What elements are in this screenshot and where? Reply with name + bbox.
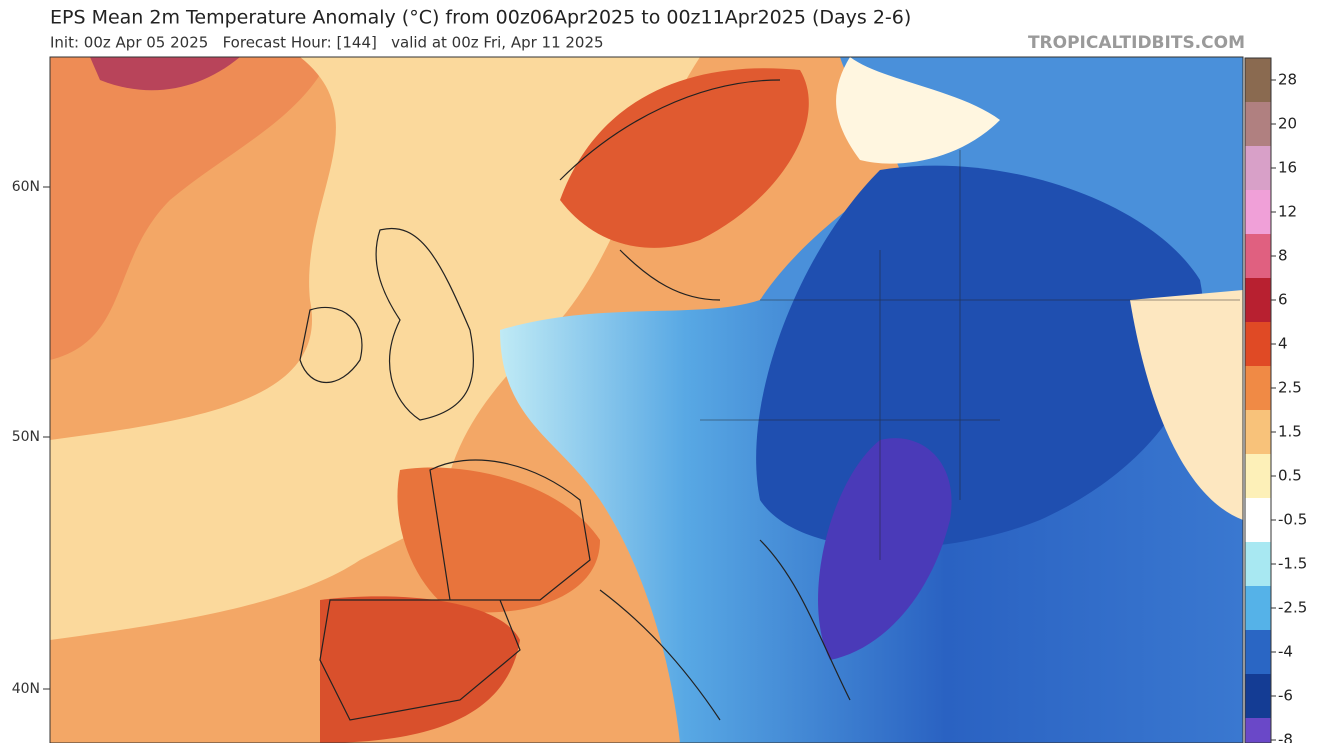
colorbar-band	[1245, 498, 1271, 542]
colorbar-band	[1245, 674, 1271, 718]
latitude-axis: 60N 50N 40N	[12, 179, 50, 697]
lat-label: 50N	[12, 429, 40, 445]
colorbar-label: -4	[1278, 643, 1293, 661]
colorbar-label: 4	[1278, 335, 1288, 353]
colorbar-label: 1.5	[1278, 423, 1302, 441]
colorbar-label: 6	[1278, 291, 1288, 309]
colorbar-band	[1245, 630, 1271, 674]
warm-iberia	[320, 596, 520, 743]
colorbar-band	[1245, 146, 1271, 190]
coldest-core	[818, 438, 952, 660]
colorbar-label: 0.5	[1278, 467, 1302, 485]
colorbar-label: -8	[1278, 731, 1293, 744]
colorbar-band	[1245, 718, 1271, 747]
warm-atlantic	[50, 57, 330, 360]
title: EPS Mean 2m Temperature Anomaly (°C) fro…	[50, 7, 911, 29]
mild-band	[50, 57, 700, 640]
colorbar-band	[1245, 190, 1271, 234]
warm-scandinavia	[560, 68, 809, 248]
colorbar-label: 12	[1278, 203, 1297, 221]
warm-france	[397, 467, 600, 613]
colorbar-band	[1245, 234, 1271, 278]
pale-finland	[836, 57, 1000, 164]
map-field	[50, 57, 1243, 743]
warm-east-edge	[1130, 290, 1243, 520]
colorbar-band	[1245, 102, 1271, 146]
hot-greenland	[90, 57, 240, 91]
colorbar-label: 8	[1278, 247, 1288, 265]
colorbar-band	[1245, 322, 1271, 366]
colorbar-band	[1245, 586, 1271, 630]
colorbar-band	[1245, 542, 1271, 586]
colorbar-label: 2.5	[1278, 379, 1302, 397]
colorbar-label: 16	[1278, 159, 1297, 177]
borders	[700, 150, 1240, 560]
colorbar-label: -6	[1278, 687, 1293, 705]
lat-label: 60N	[12, 179, 40, 195]
colorbar: 28 20 16 12 8 6 4 2.5 1.5 0.5 -0.5 -1.5 -2.5 -4 -6 -8	[1244, 57, 1307, 747]
colorbar-band	[1245, 366, 1271, 410]
lat-label: 40N	[12, 681, 40, 697]
colorbar-band	[1245, 454, 1271, 498]
colorbar-band	[1245, 58, 1271, 102]
colorbar-label: 28	[1278, 71, 1297, 89]
coastlines	[299, 79, 851, 721]
colorbar-label: -1.5	[1278, 555, 1307, 573]
colorbar-label: -2.5	[1278, 599, 1307, 617]
colorbar-label: 20	[1278, 115, 1297, 133]
colorbar-label: -0.5	[1278, 511, 1307, 529]
subtitle: Init: 00z Apr 05 2025 Forecast Hour: [14…	[50, 34, 604, 52]
source: TROPICALTIDBITS.COM	[1028, 33, 1245, 53]
colorbar-band	[1245, 410, 1271, 454]
colorbar-band	[1245, 278, 1271, 322]
